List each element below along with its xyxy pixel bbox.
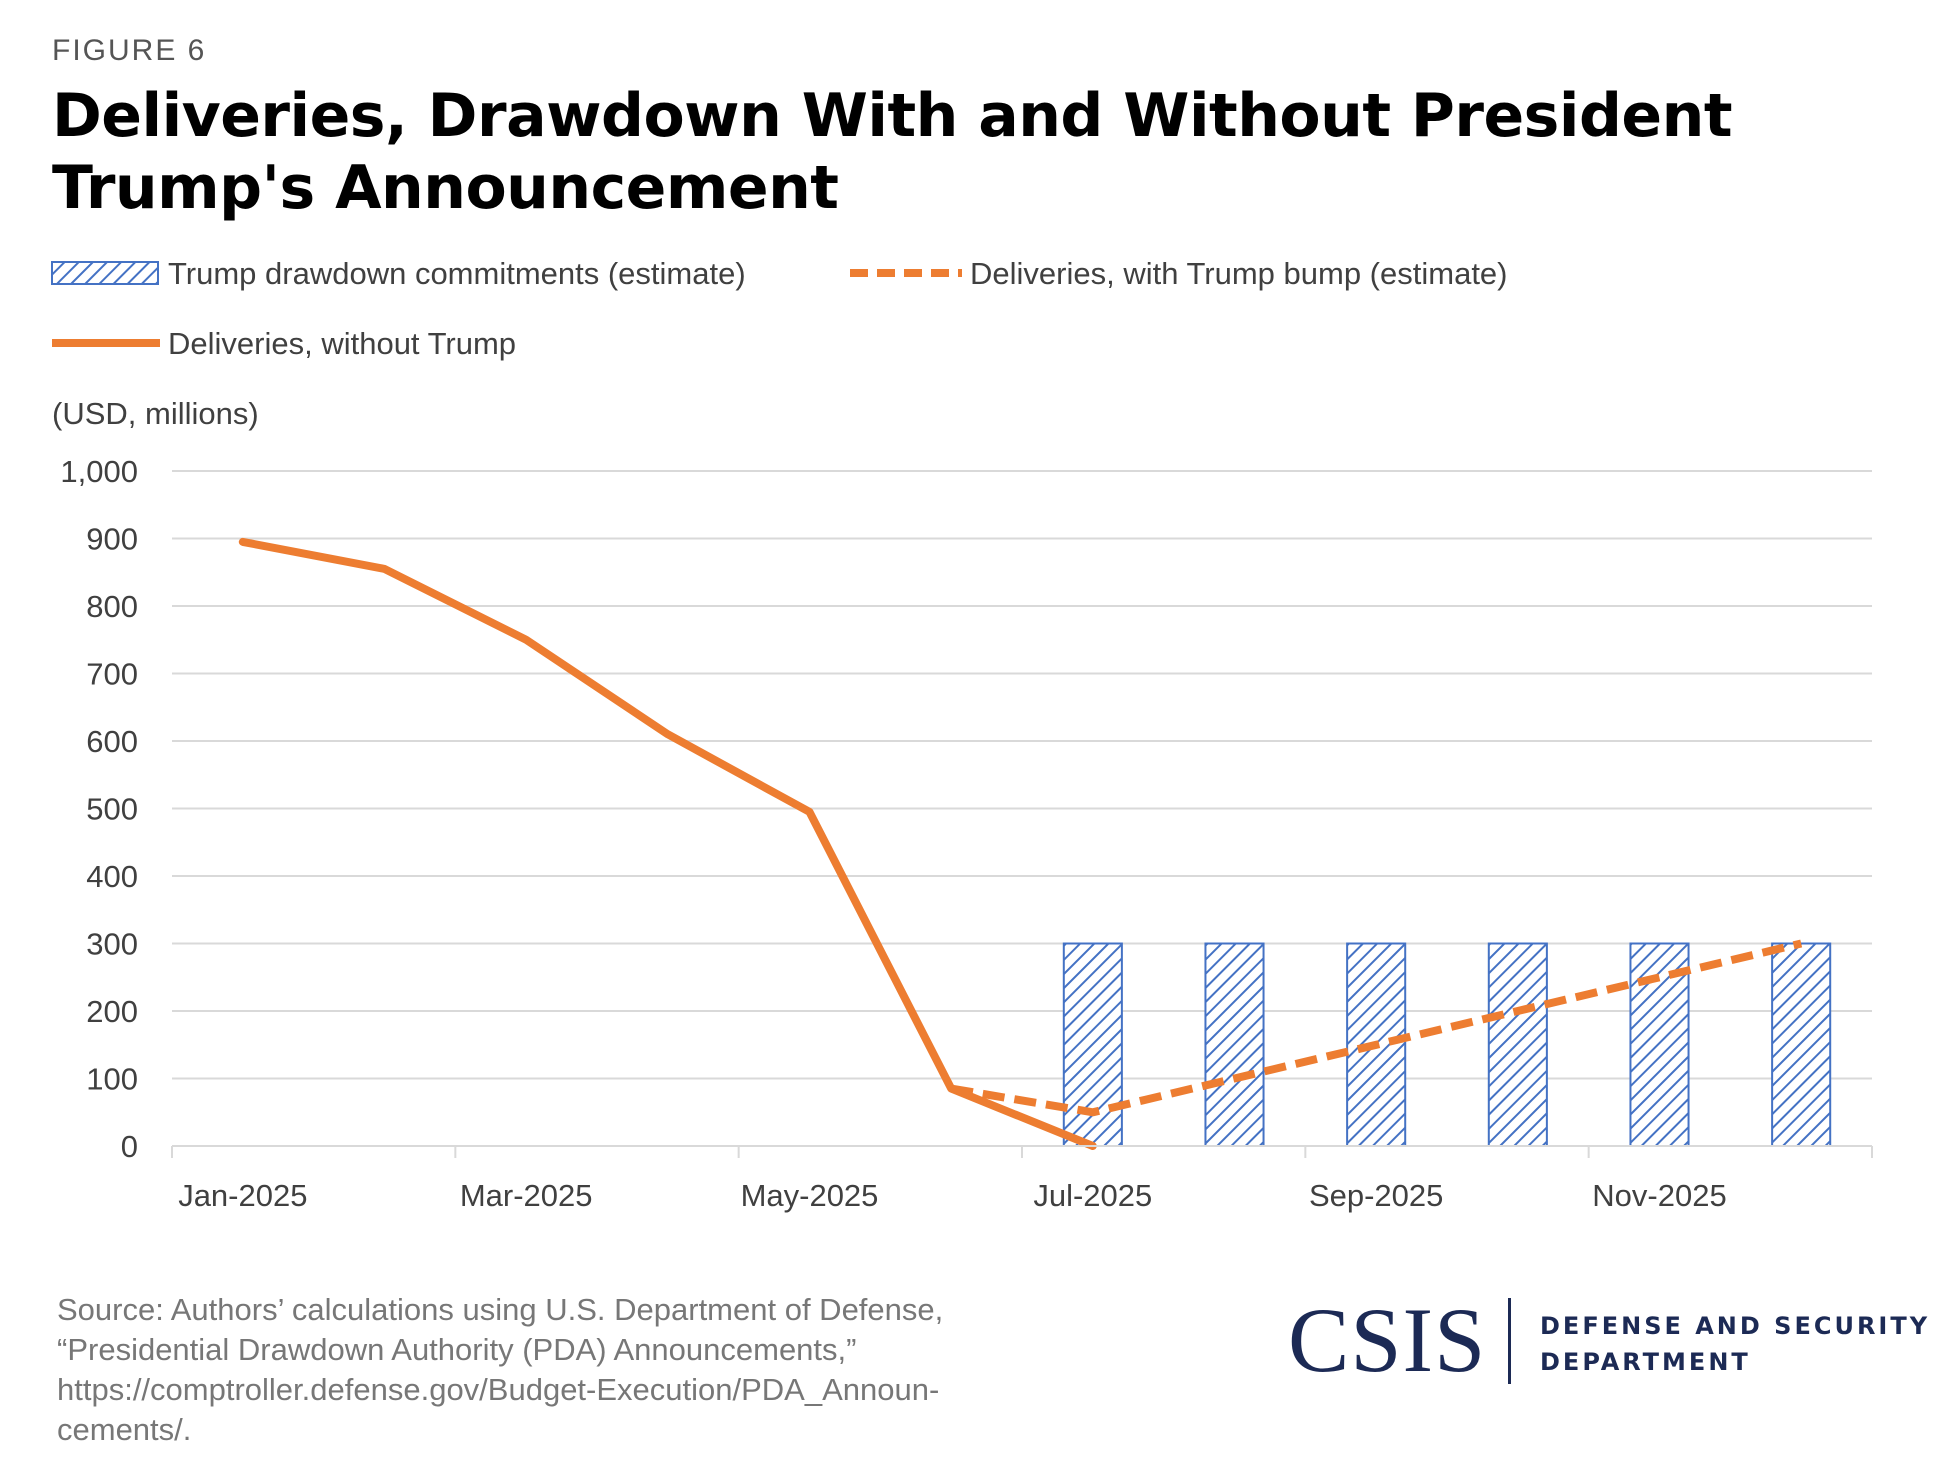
bar	[1487, 942, 1548, 1147]
legend-label-dashed-line: Deliveries, with Trump bump (estimate)	[970, 256, 1508, 291]
legend-label-bars: Trump drawdown commitments (estimate)	[168, 256, 746, 291]
bar	[1204, 942, 1265, 1147]
gridlines	[172, 470, 1872, 1080]
y-tick-label: 0	[121, 1129, 138, 1164]
x-tick-label: Jan-2025	[178, 1178, 307, 1213]
y-tick-label: 800	[86, 589, 138, 624]
logo-wordmark: CSIS	[1288, 1289, 1487, 1391]
source-line-1: Source: Authors’ calculations using U.S.…	[57, 1292, 944, 1327]
x-tick-label: Mar-2025	[460, 1178, 593, 1213]
y-axis-ticks: 0 100 200 300 400 500 600 700 800 900 1,000	[60, 454, 138, 1164]
x-axis: Jan-2025 Mar-2025 May-2025 Jul-2025 Sep-2025…	[171, 1145, 1873, 1213]
logo-divider	[1508, 1298, 1511, 1384]
y-tick-label: 1,000	[60, 454, 138, 489]
figure-label: FIGURE 6	[52, 34, 207, 67]
chart-legend: Trump drawdown commitments (estimate) Del…	[51, 256, 1508, 361]
y-axis-label: (USD, millions)	[52, 396, 259, 431]
x-tick-label: Nov-2025	[1592, 1178, 1726, 1213]
bar-series	[1062, 942, 1832, 1147]
legend-label-solid-line: Deliveries, without Trump	[168, 326, 516, 361]
chart-title-line-1: Deliveries, Drawdown With and Without Pr…	[52, 81, 1733, 151]
logo-department-line-1: DEFENSE AND SECURITY	[1540, 1312, 1931, 1340]
chart-title-line-2: Trump's Announcement	[52, 153, 839, 223]
line-without-trump	[238, 537, 1097, 1150]
logo-department-line-2: DEPARTMENT	[1540, 1348, 1751, 1376]
y-tick-label: 500	[86, 792, 138, 827]
y-tick-label: 100	[86, 1062, 138, 1097]
y-tick-label: 400	[86, 859, 138, 894]
source-note: Source: Authors’ calculations using U.S.…	[57, 1290, 1107, 1450]
source-line-2: “Presidential Drawdown Authority (PDA) A…	[57, 1332, 857, 1367]
source-line-3: https://comptroller.defense.gov/Budget-E…	[57, 1372, 940, 1407]
bar	[1771, 942, 1832, 1147]
x-tick-label: Sep-2025	[1309, 1178, 1443, 1213]
x-tick-label: May-2025	[741, 1178, 879, 1213]
line-with-trump-bump	[950, 939, 1803, 1117]
logo-department: DEFENSE AND SECURITY DEPARTMENT	[1540, 1308, 1930, 1380]
y-tick-label: 600	[86, 724, 138, 759]
y-tick-label: 300	[86, 927, 138, 962]
source-line-4: cements/.	[57, 1412, 192, 1447]
y-tick-label: 200	[86, 994, 138, 1029]
chart-title: Deliveries, Drawdown With and Without Pr…	[52, 80, 1752, 224]
line-series	[238, 537, 1803, 1150]
y-tick-label: 900	[86, 522, 138, 557]
legend-swatch-bars	[51, 261, 159, 285]
x-tick-label: Jul-2025	[1033, 1178, 1152, 1213]
y-tick-label: 700	[86, 657, 138, 692]
